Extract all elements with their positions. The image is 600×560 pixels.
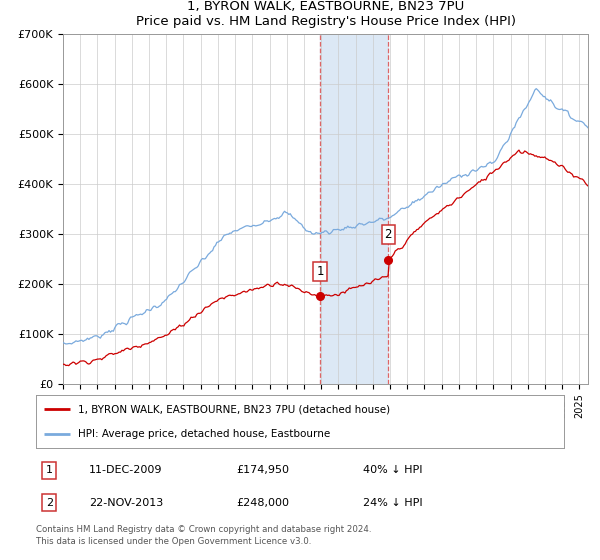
Text: 1, BYRON WALK, EASTBOURNE, BN23 7PU (detached house): 1, BYRON WALK, EASTBOURNE, BN23 7PU (det… — [78, 404, 391, 414]
Text: 11-DEC-2009: 11-DEC-2009 — [89, 465, 162, 475]
Text: 2: 2 — [46, 498, 53, 507]
Text: HPI: Average price, detached house, Eastbourne: HPI: Average price, detached house, East… — [78, 428, 331, 438]
Text: 24% ↓ HPI: 24% ↓ HPI — [364, 498, 423, 507]
Text: Contains HM Land Registry data © Crown copyright and database right 2024.
This d: Contains HM Land Registry data © Crown c… — [36, 525, 371, 546]
Text: 2: 2 — [385, 228, 392, 241]
Text: 1: 1 — [316, 265, 324, 278]
Text: 40% ↓ HPI: 40% ↓ HPI — [364, 465, 423, 475]
Text: £174,950: £174,950 — [236, 465, 290, 475]
Text: £248,000: £248,000 — [236, 498, 290, 507]
Text: 22-NOV-2013: 22-NOV-2013 — [89, 498, 163, 507]
Title: 1, BYRON WALK, EASTBOURNE, BN23 7PU
Price paid vs. HM Land Registry's House Pric: 1, BYRON WALK, EASTBOURNE, BN23 7PU Pric… — [136, 0, 515, 28]
Bar — [320, 34, 388, 384]
Text: 1: 1 — [46, 465, 53, 475]
